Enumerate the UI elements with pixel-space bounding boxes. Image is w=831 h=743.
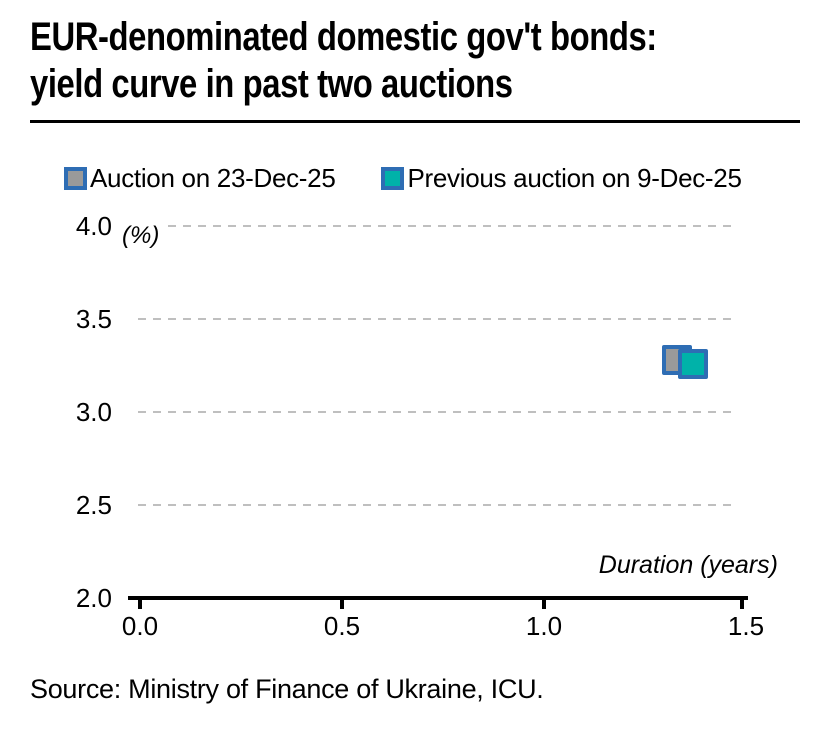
- x-tick-label-1.5: 1.5: [727, 611, 765, 641]
- gridline-y-2.5: [138, 504, 738, 506]
- y-tick-label-3.0: 3.0: [75, 397, 112, 427]
- legend: Auction on 23-Dec-25 Previous auction on…: [64, 163, 742, 194]
- x-tick-mark-1.0: [542, 596, 546, 609]
- x-tick-mark-0.5: [340, 596, 344, 609]
- legend-label-auction-23-dec-25: Auction on 23-Dec-25: [90, 163, 336, 193]
- legend-label-previous-auction-9-dec-25: Previous auction on 9-Dec-25: [407, 163, 742, 193]
- legend-swatch-teal-square-icon: [381, 167, 405, 190]
- gridline-y-3.5: [138, 318, 738, 320]
- title-divider-rule: [30, 120, 800, 123]
- x-tick-mark-1.5: [740, 596, 744, 609]
- legend-swatch-gray-square-icon: [64, 167, 87, 190]
- data-point-marker-previous-auction-on-9-dec-25: [678, 348, 709, 379]
- x-tick-label-1.0: 1.0: [525, 611, 563, 641]
- gridline-y-3.0: [138, 411, 738, 413]
- gridline-y-4.0: [138, 225, 738, 227]
- x-tick-mark-0.0: [138, 596, 142, 609]
- source-note: Source: Ministry of Finance of Ukraine, …: [30, 674, 544, 704]
- y-axis-unit-label: (%): [120, 222, 166, 254]
- legend-item-previous-auction-9-dec-25: Previous auction on 9-Dec-25: [381, 163, 742, 194]
- x-tick-label-0.0: 0.0: [121, 611, 159, 641]
- x-tick-label-0.5: 0.5: [323, 611, 361, 641]
- chart-title: EUR-denominated domestic gov't bonds: yi…: [30, 14, 817, 108]
- chart-title-line-1: EUR-denominated domestic gov't bonds:: [30, 15, 657, 59]
- y-tick-label-4.0: 4.0: [75, 211, 112, 241]
- y-tick-label-2.0: 2.0: [75, 583, 112, 613]
- y-tick-label-3.5: 3.5: [75, 304, 112, 334]
- x-axis-line: [128, 596, 748, 600]
- x-axis-title: Duration (years): [598, 551, 778, 579]
- chart-title-line-2: yield curve in past two auctions: [30, 62, 513, 106]
- y-tick-label-2.5: 2.5: [75, 490, 112, 520]
- legend-item-auction-23-dec-25: Auction on 23-Dec-25: [64, 163, 336, 194]
